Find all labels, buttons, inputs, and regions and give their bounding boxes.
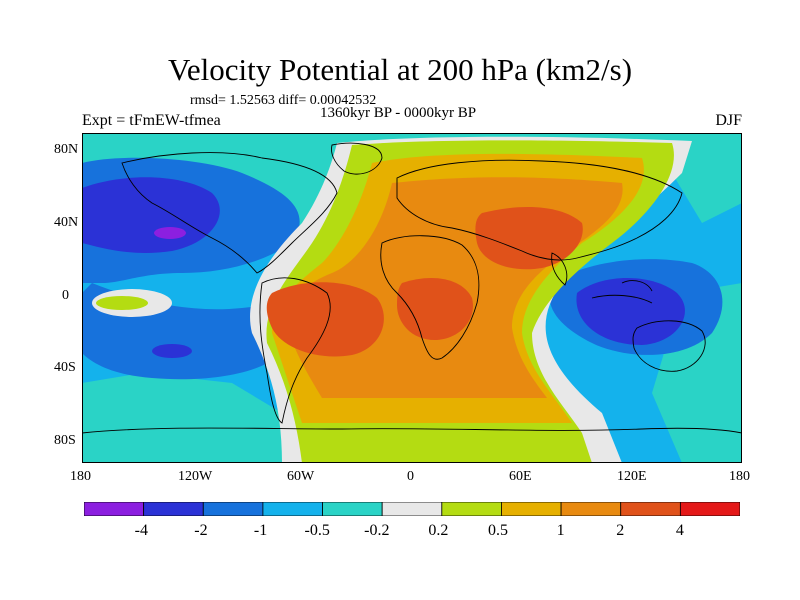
- colorbar-box: [322, 502, 383, 516]
- dark-blue-core-indonesia: [576, 278, 685, 345]
- x-tick-0: 0: [407, 469, 414, 484]
- colorbar-box: [381, 502, 443, 516]
- dark-blue-core-south: [152, 344, 192, 358]
- experiment-label: Expt = tFmEW-tfmea: [82, 112, 221, 129]
- colorbar-box: [679, 502, 740, 516]
- y-tick-40s: 40S: [54, 360, 76, 375]
- x-tick-180e: 180: [729, 469, 750, 484]
- colorbar-box: [501, 502, 562, 516]
- map-title: Velocity Potential at 200 hPa (km2/s): [167, 52, 633, 87]
- colorbar-box: [202, 502, 264, 516]
- red-core-africa: [397, 278, 473, 341]
- colorbar-box: [143, 502, 204, 516]
- map-panel: [82, 133, 742, 463]
- red-core-south-america: [266, 282, 384, 357]
- y-tick-80s: 80S: [54, 433, 76, 448]
- colorbar-label: -0.2: [364, 522, 390, 539]
- period-text: 1360kyr BP - 0000kyr BP: [320, 105, 477, 121]
- colorbar-label: 0.5: [487, 522, 508, 539]
- coastlines: [82, 142, 742, 434]
- x-tick-120e: 120E: [617, 469, 647, 484]
- colorbar-label: -0.5: [304, 522, 330, 539]
- season-label: DJF: [715, 112, 742, 129]
- colorbar-box: [560, 502, 622, 516]
- map-frame: [82, 133, 742, 463]
- colorbar-box: [620, 502, 681, 516]
- cyan-band-south: [82, 373, 302, 463]
- colorbar: [84, 502, 740, 516]
- colorbar-label: -4: [134, 522, 148, 539]
- colorbar-label: 4: [675, 522, 684, 539]
- colorbar-box: [441, 502, 502, 516]
- colorbar-box: [84, 502, 145, 516]
- y-tick-80n: 80N: [54, 142, 79, 157]
- stats-text: rmsd= 1.52563 diff= 0.00042532: [190, 93, 377, 108]
- x-tick-60e: 60E: [509, 469, 532, 484]
- green-spot-pacific: [96, 296, 148, 310]
- x-tick-120w: 120W: [178, 469, 213, 484]
- colorbar-label: 0.2: [428, 522, 449, 539]
- y-tick-0: 0: [62, 288, 69, 303]
- x-tick-180w: 180: [70, 469, 91, 484]
- purple-core: [154, 227, 186, 239]
- colorbar-label: 2: [616, 522, 625, 539]
- colorbar-label: -2: [194, 522, 208, 539]
- velocity-potential-map: [82, 133, 742, 463]
- red-core-asia: [475, 207, 583, 270]
- colorbar-label: 1: [556, 522, 565, 539]
- colorbar-box: [262, 502, 323, 516]
- colorbar-label: -1: [253, 522, 268, 539]
- x-tick-60w: 60W: [287, 469, 315, 484]
- y-tick-40n: 40N: [54, 215, 79, 230]
